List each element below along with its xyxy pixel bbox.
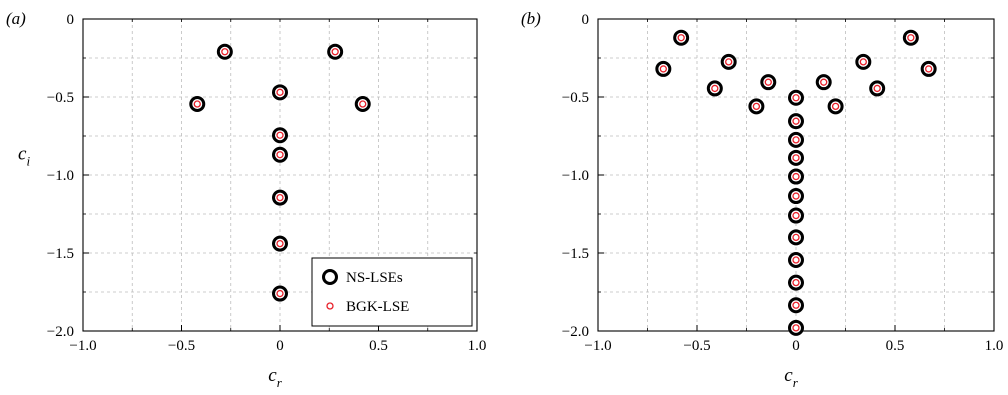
bgk-lse-marker xyxy=(677,34,685,42)
y-axis-label: ci xyxy=(18,143,30,168)
bgk-lse-marker xyxy=(925,65,933,73)
bgk-lse-marker xyxy=(659,65,667,73)
bgk-lse-marker xyxy=(276,151,284,159)
x-tick-label: −1.0 xyxy=(584,338,611,354)
legend-bgk-lse-marker xyxy=(326,302,334,310)
x-tick-label: 1.0 xyxy=(985,338,1004,354)
legend: NS-LSEs BGK-LSE xyxy=(311,257,473,327)
bgk-lse-marker xyxy=(221,48,229,56)
y-tick-label: −1.5 xyxy=(562,246,589,262)
data-markers xyxy=(655,29,937,336)
y-tick-label: −0.5 xyxy=(47,90,74,106)
bgk-lse-marker xyxy=(752,102,761,111)
bgk-lse-marker xyxy=(792,233,800,242)
y-tick-label: −1.0 xyxy=(47,168,74,184)
x-tick-label: 0.5 xyxy=(886,338,905,354)
panel-label: (a) xyxy=(6,9,26,28)
bgk-lse-marker xyxy=(193,100,201,108)
x-axis-label-subscript: r xyxy=(277,375,283,390)
bgk-lse-marker xyxy=(792,256,800,264)
bgk-lse-marker xyxy=(792,154,800,162)
y-tick-label: −0.5 xyxy=(562,90,589,106)
panel-a-plot: −1.0 −0.5 0 0.5 1.0 0 −0.5 −1.0 −1.5 −2.0 (a) cr ci N… xyxy=(6,9,486,390)
x-tick-label: 1.0 xyxy=(468,338,487,354)
x-tick-label: 0 xyxy=(792,338,800,354)
x-axis-label: cr xyxy=(268,365,282,390)
bgk-lse-marker xyxy=(792,211,800,220)
panel-label: (b) xyxy=(521,9,541,28)
bgk-lse-marker xyxy=(711,84,719,93)
bgk-lse-marker xyxy=(792,136,800,144)
bgk-lse-marker xyxy=(792,324,800,332)
data-markers xyxy=(189,43,371,302)
bgk-lse-marker xyxy=(276,289,284,298)
y-tick-label: −1.5 xyxy=(47,246,74,262)
y-tick-label: −1.0 xyxy=(562,168,589,184)
bgk-lse-marker xyxy=(725,58,733,66)
bgk-lse-marker xyxy=(359,100,367,108)
bgk-lse-marker xyxy=(792,94,800,102)
bgk-lse-marker xyxy=(276,193,284,202)
y-tick-label: −2.0 xyxy=(47,324,74,340)
legend-ns-lses-label: NS-LSEs xyxy=(346,270,403,286)
bgk-lse-marker xyxy=(831,102,840,111)
x-axis-label-subscript: r xyxy=(793,375,799,390)
bgk-lse-marker xyxy=(764,78,772,86)
bgk-lse-marker xyxy=(331,48,339,56)
bgk-lse-marker xyxy=(792,278,800,287)
x-tick-label: −0.5 xyxy=(168,338,195,354)
bgk-lse-marker xyxy=(859,58,867,66)
bgk-lse-marker xyxy=(792,172,800,181)
x-tick-label: 0.5 xyxy=(369,338,388,354)
bgk-lse-marker xyxy=(792,192,800,200)
x-tick-label: −0.5 xyxy=(683,338,710,354)
bgk-lse-marker xyxy=(276,88,284,96)
x-tick-label: −1.0 xyxy=(69,338,96,354)
y-tick-label: 0 xyxy=(67,12,75,28)
bgk-lse-marker xyxy=(792,301,800,309)
x-axis-label: cr xyxy=(784,365,798,390)
bgk-lse-marker xyxy=(792,117,800,125)
bgk-lse-marker xyxy=(820,78,828,86)
legend-bgk-lse-label: BGK-LSE xyxy=(346,299,409,315)
y-tick-label: −2.0 xyxy=(562,324,589,340)
bgk-lse-marker xyxy=(276,239,284,248)
bgk-lse-marker xyxy=(873,84,881,93)
legend-box xyxy=(311,257,473,327)
legend-ns-lses-marker xyxy=(322,269,338,285)
x-tick-label: 0 xyxy=(276,338,284,354)
bgk-lse-marker xyxy=(276,131,284,139)
panel-b-plot: −1.0 −0.5 0 0.5 1.0 0 −0.5 −1.0 −1.5 −2.0 (b) cr xyxy=(521,9,1003,390)
bgk-lse-marker xyxy=(907,34,915,42)
y-tick-label: 0 xyxy=(582,12,590,28)
grid xyxy=(598,19,994,331)
y-axis-label-subscript: i xyxy=(26,153,30,168)
